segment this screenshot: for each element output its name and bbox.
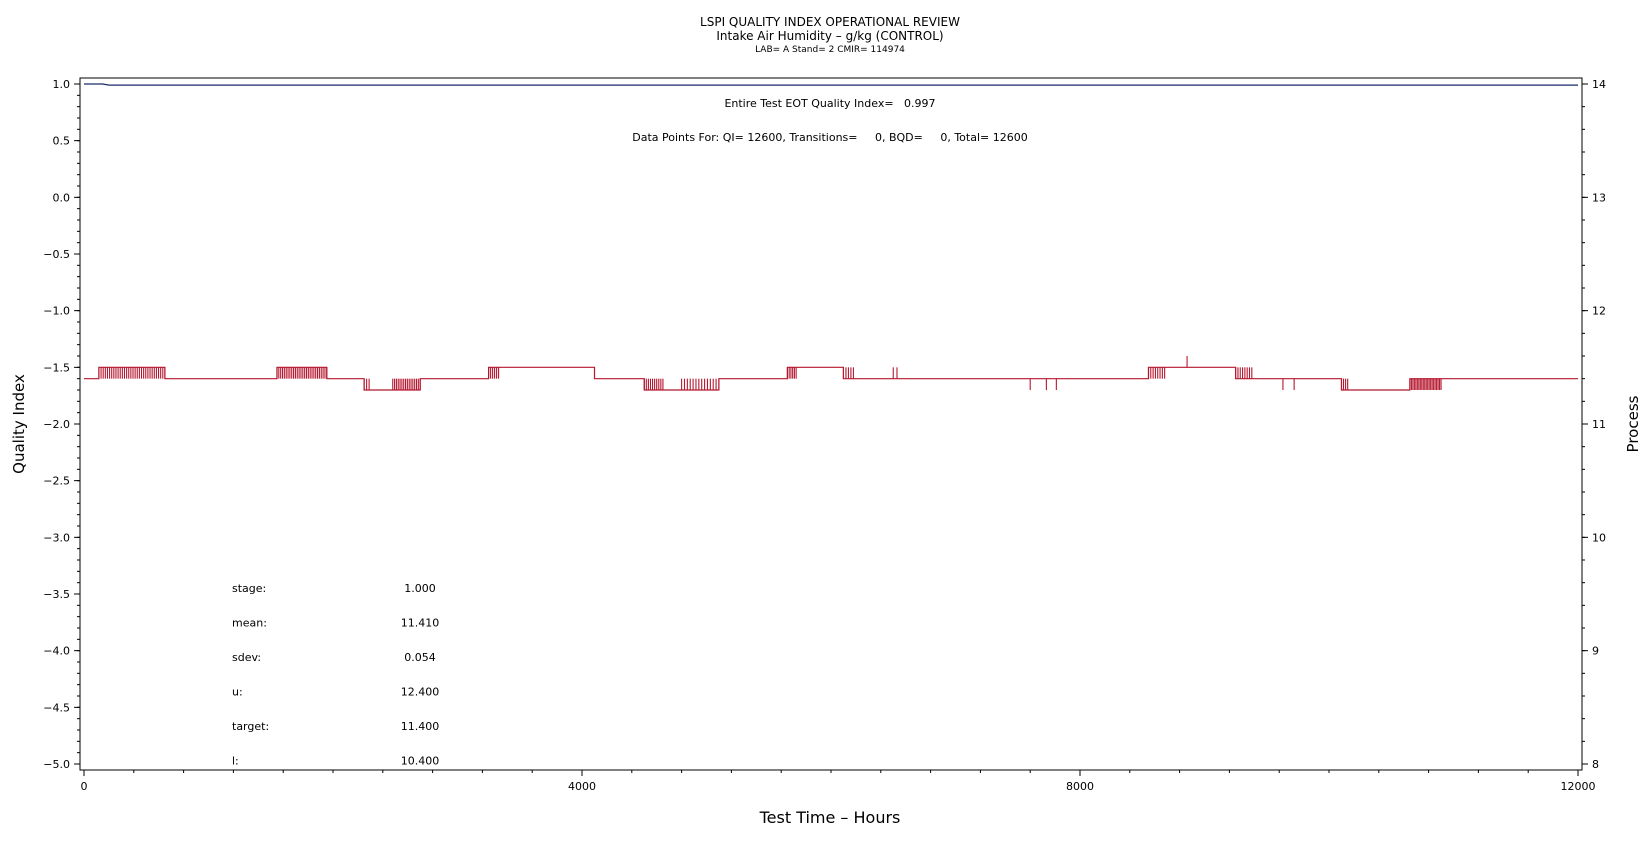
x-tick-label: 4000	[568, 780, 596, 793]
stats-label: l:	[232, 755, 239, 768]
y2-axis-label: Process	[1624, 395, 1642, 452]
y-tick-label: −4.5	[43, 701, 70, 714]
series-layer	[84, 83, 1578, 391]
y2-tick-label: 13	[1592, 191, 1606, 204]
x-axis-label: Test Time – Hours	[759, 808, 901, 827]
y2-tick-label: 12	[1592, 305, 1606, 318]
y-tick-label: 1.0	[53, 78, 71, 91]
y-tick-label: −4.0	[43, 645, 70, 658]
y-tick-label: 0.0	[53, 191, 71, 204]
y-tick-label: −3.5	[43, 588, 70, 601]
x-tick-label: 0	[81, 780, 88, 793]
y-tick-label: −5.0	[43, 758, 70, 771]
stats-value: 11.410	[401, 617, 440, 630]
eot-annotation: Entire Test EOT Quality Index= 0.997	[724, 97, 935, 110]
stats-block: stage: 1.000 mean: 11.410 sdev: 0.054 u: 12.400…	[232, 582, 439, 768]
left-axis: 1.0 0.5 0.0 −0.5 −1.0 −1.5 −2.0 −2.5 −3.0 −3.5 −4.…	[43, 78, 80, 771]
x-tick-label: 12000	[1561, 780, 1596, 793]
y-tick-label: −1.0	[43, 305, 70, 318]
y2-tick-label: 9	[1592, 645, 1599, 658]
stats-value: 0.054	[404, 651, 436, 664]
stats-label: target:	[232, 720, 269, 733]
stats-label: mean:	[232, 617, 267, 630]
y-tick-label: −2.0	[43, 418, 70, 431]
stats-label: stage:	[232, 582, 266, 595]
y-tick-label: −0.5	[43, 248, 70, 261]
y-tick-label: −3.0	[43, 531, 70, 544]
y-tick-label: 0.5	[53, 135, 71, 148]
y2-tick-label: 10	[1592, 531, 1606, 544]
quality-index-line	[84, 83, 1578, 86]
points-annotation: Data Points For: QI= 12600, Transitions=…	[632, 131, 1027, 144]
y-tick-label: −1.5	[43, 361, 70, 374]
chart-subtitle: Intake Air Humidity – g/kg (CONTROL)	[716, 29, 943, 43]
chart-title: LSPI QUALITY INDEX OPERATIONAL REVIEW	[700, 15, 960, 29]
y2-tick-label: 8	[1592, 758, 1599, 771]
stats-value: 10.400	[401, 755, 440, 768]
y2-tick-label: 11	[1592, 418, 1606, 431]
stats-value: 11.400	[401, 720, 440, 733]
chart-subsubtitle: LAB= A Stand= 2 CMIR= 114974	[755, 45, 905, 55]
y-axis-label: Quality Index	[10, 374, 28, 474]
right-axis: 14 13 12 11 10 9 8	[1582, 78, 1606, 771]
y-tick-label: −2.5	[43, 475, 70, 488]
stats-label: u:	[232, 686, 243, 699]
stats-value: 1.000	[404, 582, 436, 595]
bottom-axis: 0 4000 8000 12000	[81, 770, 1596, 793]
y2-tick-label: 14	[1592, 78, 1606, 91]
x-tick-label: 8000	[1066, 780, 1094, 793]
plot-frame	[79, 77, 1583, 771]
stats-label: sdev:	[232, 651, 261, 664]
stats-value: 12.400	[401, 686, 440, 699]
